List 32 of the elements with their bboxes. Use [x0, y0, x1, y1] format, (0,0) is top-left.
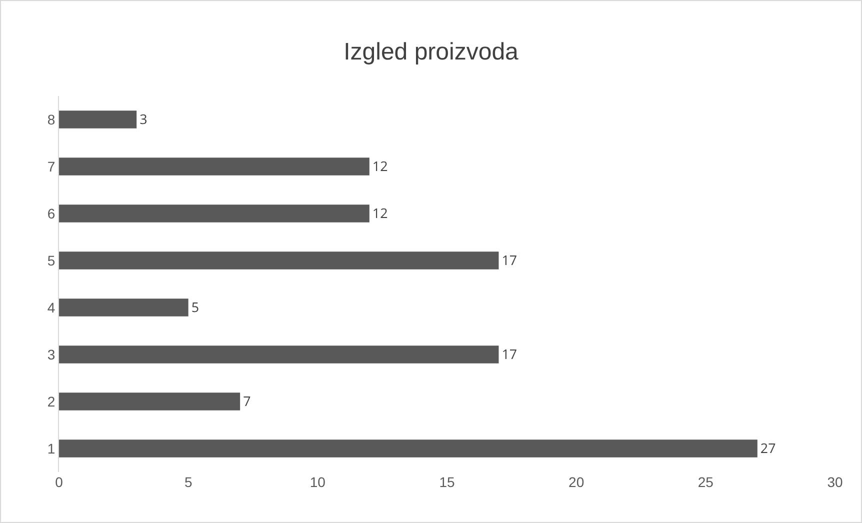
x-tick-label: 30 — [827, 474, 843, 490]
y-tick-label: 5 — [47, 252, 56, 268]
x-tick-label: 15 — [439, 474, 455, 490]
bar — [59, 110, 137, 128]
data-label: 7 — [243, 392, 251, 410]
y-tick-label: 8 — [47, 111, 56, 128]
y-tick-label: 2 — [47, 393, 56, 410]
data-label: 5 — [191, 298, 199, 316]
x-tick-label: 20 — [568, 474, 584, 490]
bar — [59, 440, 758, 458]
x-tick-label: 10 — [310, 474, 326, 490]
y-tick-label: 3 — [47, 346, 56, 362]
bar — [59, 252, 499, 270]
data-label: 17 — [502, 250, 518, 269]
y-tick-label: 4 — [47, 299, 56, 316]
y-tick-label: 1 — [47, 440, 56, 456]
data-label: 27 — [760, 438, 776, 457]
bar — [59, 392, 240, 410]
bar — [59, 204, 370, 222]
data-label: 17 — [502, 344, 518, 363]
x-tick-label: 25 — [698, 474, 714, 490]
bar — [59, 346, 499, 364]
bar — [59, 158, 370, 176]
bar — [59, 298, 188, 316]
data-label: 12 — [372, 156, 388, 175]
y-tick-label: 7 — [47, 158, 56, 174]
data-label: 12 — [372, 204, 388, 222]
y-tick-label: 6 — [47, 205, 56, 222]
x-tick-label: 5 — [184, 474, 192, 490]
data-label: 3 — [140, 110, 148, 128]
x-tick-label: 0 — [55, 474, 64, 490]
chart-title: Izgled proizvoda — [344, 38, 520, 66]
